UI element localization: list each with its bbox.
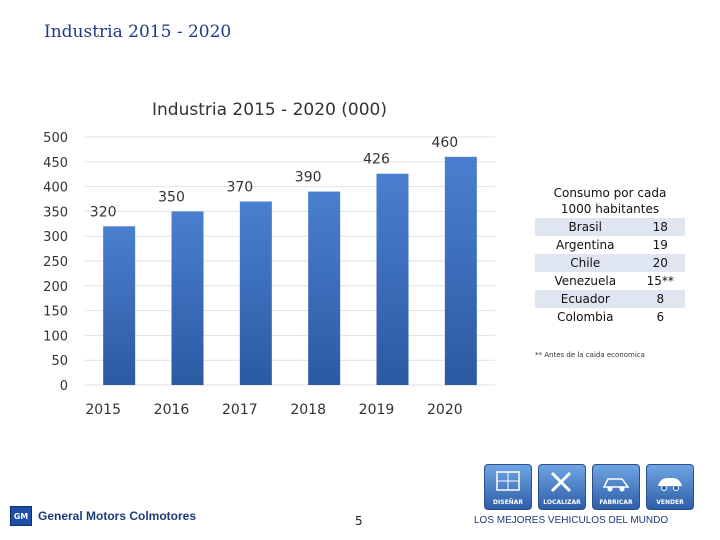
y-tick-label: 500 [43, 131, 68, 146]
data-label: 370 [226, 179, 253, 195]
country-cell: Brasil [535, 218, 636, 236]
country-cell: Venezuela [535, 272, 636, 290]
table-row: Chile 20 [535, 254, 685, 272]
bar [376, 173, 409, 385]
tagline: LOS MEJORES VEHICULOS DEL MUNDO [474, 515, 669, 526]
table-row: Colombia 6 [535, 308, 685, 326]
data-label: 320 [90, 204, 117, 220]
table-row: Venezuela 15** [535, 272, 685, 290]
footer-icons: DISEÑAR LOCALIZAR FABRICAR VENDER [484, 464, 694, 510]
value-cell: 6 [635, 308, 685, 326]
y-tick-label: 50 [51, 354, 68, 369]
tools-icon: LOCALIZAR [538, 464, 586, 510]
consumo-table: Consumo por cada 1000 habitantes Brasil 1… [535, 184, 685, 326]
data-label: 350 [158, 189, 185, 205]
value-cell: 15** [635, 272, 685, 290]
country-cell: Colombia [535, 308, 636, 326]
company-logo: GM General Motors Colmotores [10, 506, 196, 526]
value-cell: 19 [635, 236, 685, 254]
value-cell: 18 [635, 218, 685, 236]
y-tick-label: 150 [43, 305, 68, 320]
table-row: Brasil 18 [535, 218, 685, 236]
icon-label: LOCALIZAR [543, 499, 581, 506]
y-tick-label: 350 [43, 205, 68, 220]
table-row: Ecuador 8 [535, 290, 685, 308]
gm-logo-icon: GM [10, 506, 32, 526]
bar [308, 191, 341, 385]
y-tick-label: 100 [43, 329, 68, 344]
car-icon: VENDER [646, 464, 694, 510]
x-tick-label: 2015 [85, 402, 121, 418]
x-tick-label: 2018 [290, 402, 326, 418]
data-label: 460 [431, 135, 458, 151]
bar [171, 211, 204, 385]
y-tick-label: 300 [43, 230, 68, 245]
table-row: Argentina 19 [535, 236, 685, 254]
bar [239, 201, 272, 385]
x-tick-label: 2019 [359, 402, 395, 418]
y-tick-label: 200 [43, 280, 68, 295]
country-cell: Ecuador [535, 290, 636, 308]
consumo-header: Consumo por cada 1000 habitantes [535, 184, 685, 218]
data-label: 426 [363, 152, 390, 168]
x-tick-label: 2016 [154, 402, 190, 418]
bar [103, 226, 136, 385]
page-number: 5 [355, 514, 363, 528]
y-tick-label: 450 [43, 156, 68, 171]
icon-label: DISEÑAR [493, 499, 523, 506]
x-tick-label: 2017 [222, 402, 258, 418]
logo-text: General Motors Colmotores [38, 509, 197, 523]
chart-title: Industria 2015 - 2020 (000) [152, 100, 387, 120]
car-body-icon: FABRICAR [592, 464, 640, 510]
icon-label: FABRICAR [599, 499, 633, 506]
icon-label: VENDER [656, 499, 684, 506]
x-tick-label: 2020 [427, 402, 463, 418]
value-cell: 8 [635, 290, 685, 308]
y-tick-label: 250 [43, 255, 68, 270]
bar-chart: 0 50 100 150 200 250 300 350 400 450 500 320 350 370 3… [43, 131, 495, 418]
y-tick-label: 0 [60, 379, 68, 394]
y-tick-label: 400 [43, 181, 68, 196]
country-cell: Chile [535, 254, 636, 272]
value-cell: 20 [635, 254, 685, 272]
data-label: 390 [295, 170, 322, 186]
footnote: ** Antes de la caida economica [535, 351, 645, 359]
bar [444, 156, 477, 385]
slide-title: Industria 2015 - 2020 [44, 22, 232, 42]
country-cell: Argentina [535, 236, 636, 254]
design-icon: DISEÑAR [484, 464, 532, 510]
